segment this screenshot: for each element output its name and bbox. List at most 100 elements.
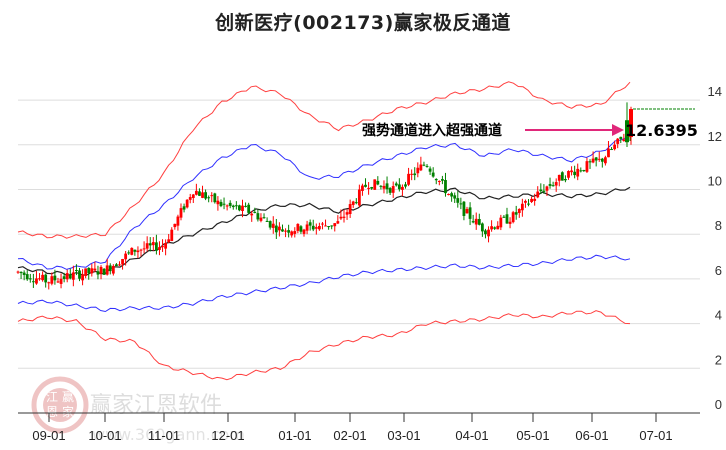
candle-up (188, 197, 192, 200)
candle-down (468, 207, 472, 219)
candle-up (567, 171, 570, 178)
candle-up (382, 185, 386, 189)
candle-down (625, 120, 629, 143)
candle-up (93, 268, 97, 271)
chart-title: 创新医疗(002173)赢家极反通道 (215, 12, 511, 34)
candle-up (536, 191, 540, 198)
candle-up (84, 268, 88, 276)
y-tick-label: 12 (708, 129, 722, 144)
candle-up (173, 223, 177, 228)
candle-up (191, 194, 195, 199)
candle-down (484, 230, 487, 235)
candle-down (87, 267, 91, 274)
candle-down (28, 278, 32, 280)
watermark-seal-ring (31, 376, 89, 434)
candle-up (530, 198, 533, 202)
candle-down (207, 197, 211, 199)
candle-up (487, 229, 490, 237)
candle-up (99, 266, 103, 274)
candle-up (118, 264, 121, 266)
candle-down (228, 202, 232, 206)
candle-down (182, 206, 186, 210)
x-tick-label: 07-01 (639, 428, 672, 443)
watermark-url: www.360gann.com (92, 425, 245, 444)
candle-down (222, 203, 226, 205)
x-tick-label: 06-01 (575, 428, 608, 443)
candle-up (616, 138, 620, 144)
x-tick-label: 11-01 (148, 428, 180, 443)
candle-down (53, 275, 57, 281)
candle-up (533, 198, 537, 201)
candle-up (41, 274, 45, 281)
candle-up (250, 213, 254, 216)
candle-up (59, 278, 63, 284)
candle-up (65, 273, 69, 280)
candle-up (465, 208, 469, 214)
candle-down (564, 178, 567, 181)
candle-up (161, 246, 164, 248)
candle-up (557, 174, 561, 181)
candle-down (62, 276, 66, 279)
candle-up (321, 223, 324, 225)
candle-up (158, 247, 161, 250)
candle-up (508, 221, 512, 224)
candle-up (545, 186, 549, 191)
candle-down (431, 172, 435, 177)
candle-down (456, 198, 460, 203)
candle-up (179, 208, 183, 218)
candle-up (520, 203, 524, 211)
candle-up (419, 164, 423, 171)
candle-down (268, 221, 272, 228)
candle-down (444, 180, 447, 194)
y-tick-label: 2 (715, 352, 722, 367)
candle-down (75, 270, 78, 272)
candle-down (115, 264, 118, 267)
candle-down (560, 172, 564, 181)
candle-down (542, 190, 546, 192)
candle-up (342, 216, 346, 218)
candle-up (164, 243, 168, 249)
x-tick-label: 03-01 (387, 428, 420, 443)
candle-up (130, 247, 134, 255)
candle-down (148, 243, 152, 246)
candle-down (477, 219, 481, 225)
candle-down (379, 185, 383, 187)
candle-up (345, 212, 349, 215)
candle-up (339, 216, 343, 219)
arrow-head-icon (612, 124, 624, 136)
candle-down (68, 274, 72, 279)
candle-up (410, 173, 414, 175)
candle-down (505, 214, 509, 224)
candle-up (447, 193, 450, 195)
candle-up (622, 139, 626, 141)
candle-down (198, 191, 201, 196)
candle-down (471, 221, 475, 223)
candle-down (213, 193, 217, 203)
candle-up (305, 224, 309, 231)
candle-down (600, 158, 604, 162)
candle-down (253, 211, 257, 213)
candle-down (127, 252, 131, 254)
candle-down (422, 164, 426, 166)
candle-up (317, 226, 321, 230)
candle-up (241, 205, 244, 212)
candle-up (499, 217, 503, 228)
candle-up (71, 272, 75, 280)
watermark-seal-char: 恩 (46, 405, 58, 419)
candle-down (582, 170, 586, 172)
candle-down (247, 204, 251, 213)
candle-down (154, 242, 158, 251)
candle-up (278, 226, 281, 231)
candle-down (370, 187, 374, 189)
candle-down (480, 223, 484, 232)
candle-up (496, 225, 500, 230)
candle-down (502, 216, 506, 218)
candle-up (139, 249, 143, 251)
annotation-label: 强势通道进入超强通道 (362, 122, 502, 139)
candle-up (607, 148, 610, 158)
candle-up (259, 217, 263, 221)
candle-down (428, 168, 432, 172)
candle-up (570, 170, 573, 173)
candle-up (170, 229, 174, 241)
y-tick-label: 14 (708, 84, 722, 99)
